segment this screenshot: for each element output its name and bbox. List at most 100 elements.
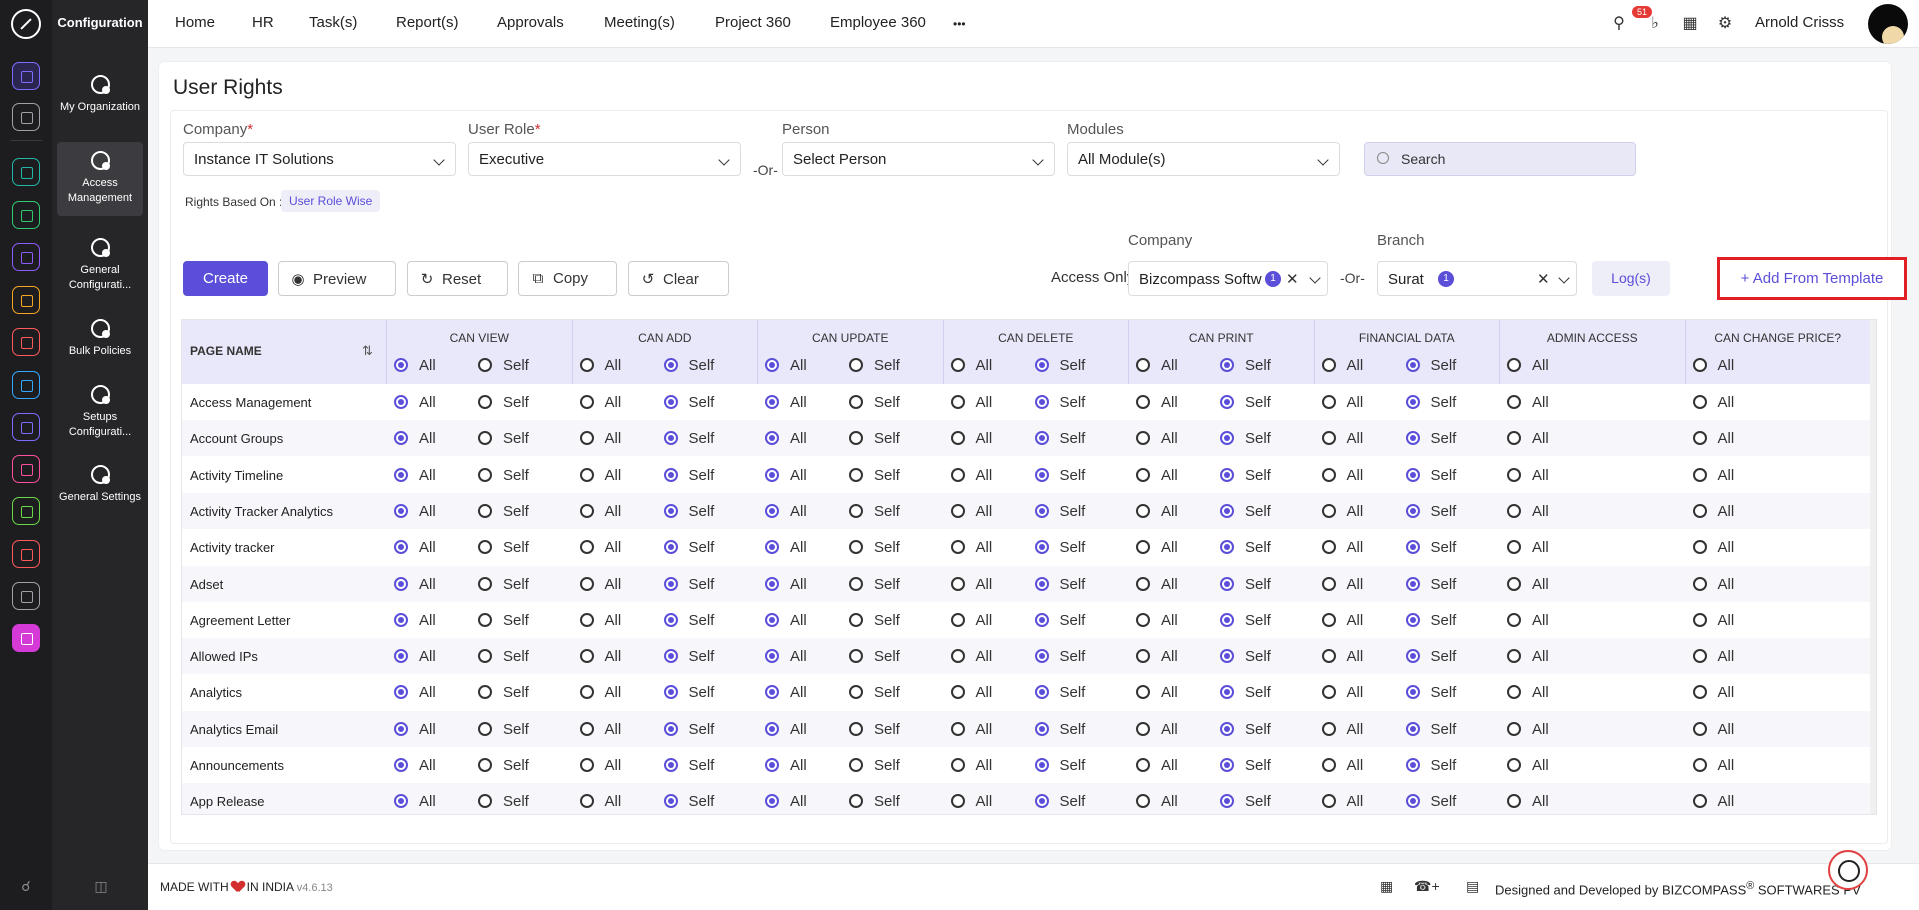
header-option-all[interactable]: All (765, 357, 807, 374)
radio-button[interactable] (1507, 540, 1521, 555)
option-self[interactable]: Self (1034, 757, 1085, 774)
add-from-template-button[interactable]: + Add From Template (1717, 257, 1907, 300)
header-option-self[interactable]: Self (1034, 357, 1085, 374)
radio-button[interactable] (394, 467, 408, 482)
radio-button[interactable] (1136, 503, 1150, 518)
option-all[interactable]: All (1692, 503, 1734, 520)
radio-button[interactable] (1136, 395, 1150, 409)
radio-button[interactable] (765, 612, 779, 627)
radio-button[interactable] (950, 395, 965, 409)
radio-button[interactable] (765, 758, 779, 772)
option-all[interactable]: All (579, 648, 621, 665)
option-all[interactable]: All (1692, 467, 1734, 484)
option-self[interactable]: Self (1405, 684, 1456, 701)
radio-button[interactable] (1034, 395, 1049, 409)
radio-button[interactable] (478, 649, 492, 664)
radio-button[interactable] (1507, 503, 1521, 518)
option-all[interactable]: All (394, 576, 436, 593)
option-self[interactable]: Self (849, 394, 900, 411)
radio-button[interactable] (663, 431, 678, 446)
settings-gear-icon[interactable]: ⚙ (1717, 15, 1733, 32)
option-self[interactable]: Self (1220, 539, 1271, 556)
option-all[interactable]: All (1692, 612, 1734, 629)
option-self[interactable]: Self (1034, 612, 1085, 629)
sidebar-item-my-organization[interactable]: My Organization (57, 66, 143, 132)
option-all[interactable]: All (579, 757, 621, 774)
option-all[interactable]: All (1136, 648, 1178, 665)
radio-button[interactable] (1321, 431, 1336, 446)
option-self[interactable]: Self (1405, 430, 1456, 447)
radio-button[interactable] (478, 431, 492, 446)
option-self[interactable]: Self (1405, 467, 1456, 484)
radio-button[interactable] (394, 395, 408, 409)
option-all[interactable]: All (765, 467, 807, 484)
company-select[interactable]: Instance IT Solutions (183, 142, 456, 176)
radio-button[interactable] (1405, 685, 1420, 700)
rail-module-icon[interactable] (12, 624, 40, 652)
option-all[interactable]: All (1136, 576, 1178, 593)
radio-button[interactable] (849, 358, 863, 372)
rail-module-icon[interactable] (12, 497, 40, 525)
radio-button[interactable] (1220, 685, 1234, 700)
option-all[interactable]: All (394, 394, 436, 411)
radio-button[interactable] (663, 358, 678, 372)
option-self[interactable]: Self (1220, 793, 1271, 810)
radio-button[interactable] (1136, 540, 1150, 555)
radio-button[interactable] (849, 758, 863, 772)
radio-button[interactable] (1321, 649, 1336, 664)
option-self[interactable]: Self (478, 503, 529, 520)
option-all[interactable]: All (765, 684, 807, 701)
radio-button[interactable] (1405, 576, 1420, 591)
radio-button[interactable] (1507, 685, 1521, 700)
option-self[interactable]: Self (849, 539, 900, 556)
option-all[interactable]: All (1321, 684, 1363, 701)
option-all[interactable]: All (1507, 467, 1549, 484)
avatar[interactable] (1868, 4, 1908, 44)
radio-button[interactable] (579, 467, 594, 482)
option-all[interactable]: All (1507, 648, 1549, 665)
nav-reports[interactable]: Report(s) (396, 14, 459, 31)
option-self[interactable]: Self (663, 539, 714, 556)
option-all[interactable]: All (1136, 467, 1178, 484)
radio-button[interactable] (1220, 503, 1234, 518)
option-self[interactable]: Self (1034, 539, 1085, 556)
option-all[interactable]: All (579, 539, 621, 556)
option-all[interactable]: All (579, 612, 621, 629)
radio-button[interactable] (765, 649, 779, 664)
radio-button[interactable] (394, 576, 408, 591)
radio-button[interactable] (1136, 576, 1150, 591)
radio-button[interactable] (1507, 794, 1521, 809)
option-all[interactable]: All (1692, 684, 1734, 701)
radio-button[interactable] (394, 758, 408, 772)
option-self[interactable]: Self (849, 503, 900, 520)
rail-module-icon[interactable] (12, 103, 40, 131)
reset-button[interactable]: ↻ Reset (407, 261, 508, 296)
option-all[interactable]: All (579, 793, 621, 810)
radio-button[interactable] (950, 358, 965, 372)
radio-button[interactable] (950, 685, 965, 700)
create-button[interactable]: Create (183, 261, 268, 296)
nav-hr[interactable]: HR (252, 14, 274, 31)
copy-button[interactable]: ⧉ Copy (518, 261, 617, 296)
option-self[interactable]: Self (663, 684, 714, 701)
rail-module-icon[interactable] (12, 201, 40, 229)
option-all[interactable]: All (1136, 793, 1178, 810)
rail-module-icon[interactable] (12, 158, 40, 186)
option-all[interactable]: All (1692, 430, 1734, 447)
option-all[interactable]: All (1321, 539, 1363, 556)
radio-button[interactable] (1034, 503, 1049, 518)
option-all[interactable]: All (765, 721, 807, 738)
radio-button[interactable] (478, 576, 492, 591)
nav-tasks[interactable]: Task(s) (309, 14, 358, 31)
radio-button[interactable] (950, 503, 965, 518)
option-all[interactable]: All (1321, 612, 1363, 629)
sidebar-item-access-management[interactable]: Access Management (57, 142, 143, 216)
radio-button[interactable] (663, 685, 678, 700)
option-self[interactable]: Self (1220, 576, 1271, 593)
rail-module-icon[interactable] (12, 582, 40, 610)
option-all[interactable]: All (1507, 394, 1549, 411)
option-self[interactable]: Self (1220, 467, 1271, 484)
windows-icon[interactable]: ▦ (1380, 878, 1394, 894)
radio-button[interactable] (579, 649, 594, 664)
radio-button[interactable] (849, 612, 863, 627)
